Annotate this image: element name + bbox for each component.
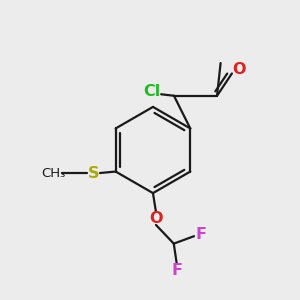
Text: Cl: Cl (143, 84, 160, 99)
Text: S: S (88, 166, 99, 181)
Text: O: O (149, 211, 163, 226)
Text: F: F (195, 227, 206, 242)
Text: F: F (171, 263, 182, 278)
Text: O: O (232, 61, 246, 76)
Text: CH₃: CH₃ (41, 167, 65, 179)
